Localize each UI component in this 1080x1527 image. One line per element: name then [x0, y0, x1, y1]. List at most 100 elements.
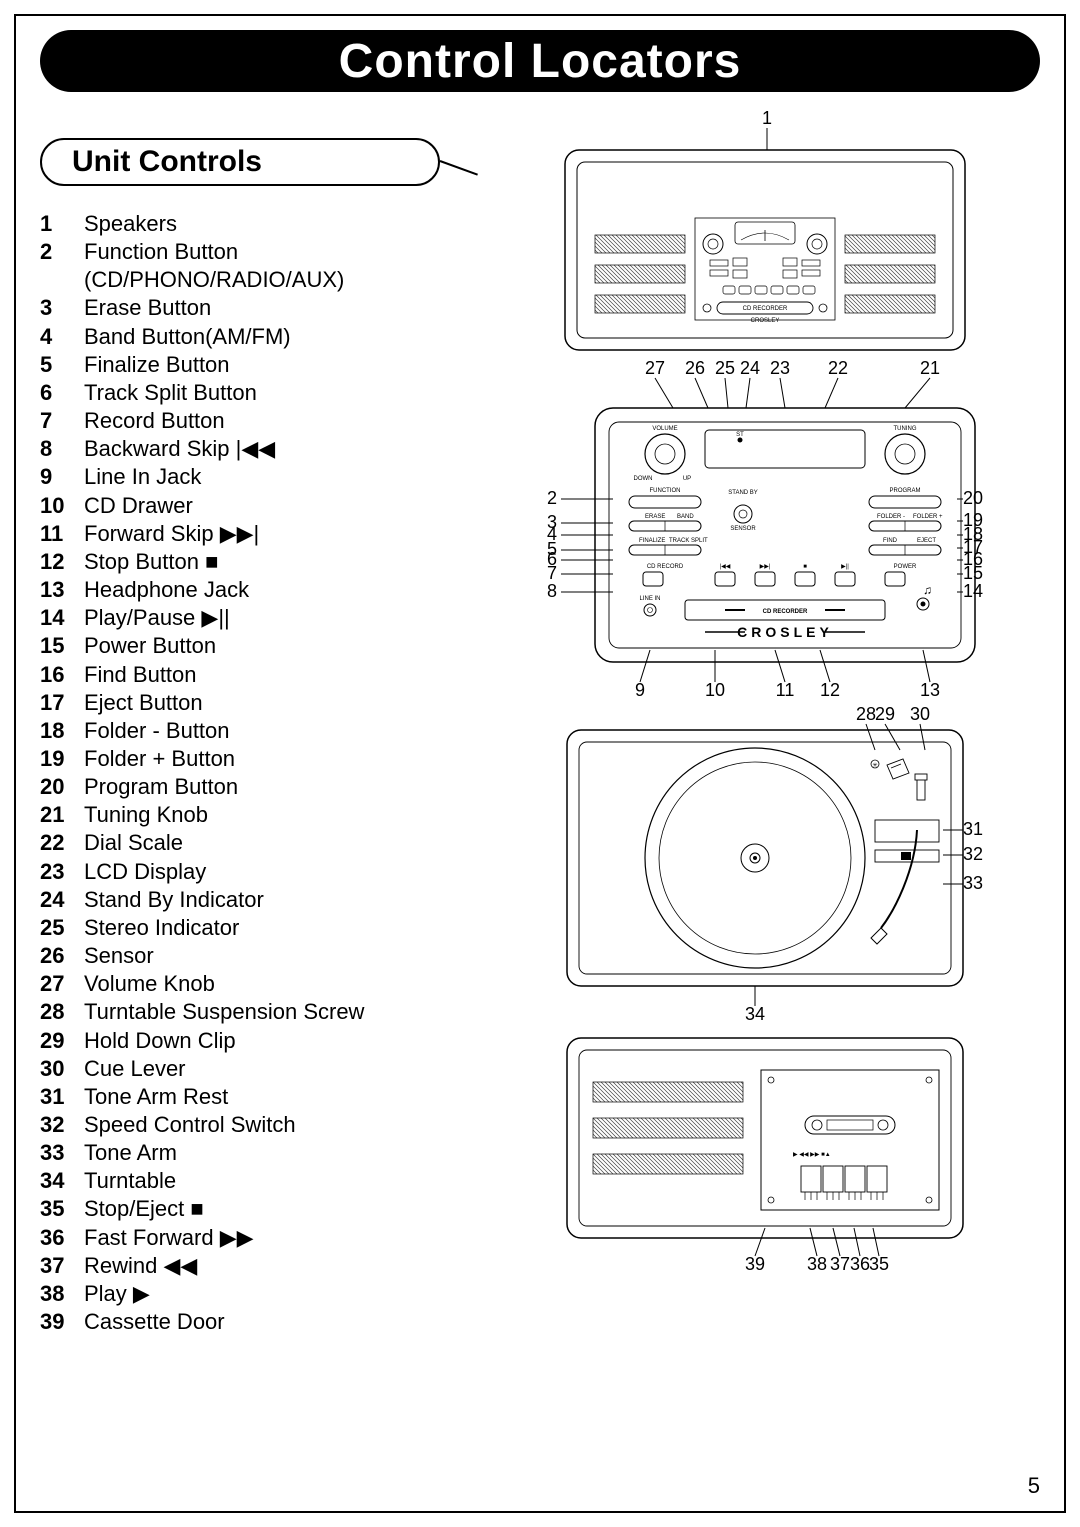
page-number: 5 — [1028, 1473, 1040, 1499]
control-number: 20 — [40, 773, 84, 801]
diagram-cassette: ▶ ◀◀ ▶▶ ■▲ — [567, 1038, 963, 1238]
control-item: 19Folder + Button — [40, 745, 450, 773]
control-number: 27 — [40, 970, 84, 998]
control-label: Eject Button — [84, 689, 450, 717]
diagram-top-unit: 1 — [565, 110, 965, 350]
control-label: Record Button — [84, 407, 450, 435]
control-label: Finalize Button — [84, 351, 450, 379]
control-label: Stop Button ■ — [84, 548, 450, 576]
svg-text:CROSLEY: CROSLEY — [751, 318, 780, 324]
control-item: 20Program Button — [40, 773, 450, 801]
controls-list: 1Speakers2Function Button(CD/PHONO/RADIO… — [40, 210, 450, 1336]
product-diagrams: 1 — [480, 110, 1050, 1290]
control-item: 22Dial Scale — [40, 829, 450, 857]
svg-text:7: 7 — [547, 563, 557, 583]
control-label: Fast Forward ▶▶ — [84, 1224, 450, 1252]
control-number: 24 — [40, 886, 84, 914]
svg-text:DOWN: DOWN — [634, 476, 653, 482]
svg-text:31: 31 — [963, 819, 983, 839]
control-item: 23LCD Display — [40, 858, 450, 886]
control-number: 30 — [40, 1055, 84, 1083]
svg-text:EJECT: EJECT — [917, 538, 936, 544]
svg-text:36: 36 — [850, 1254, 870, 1274]
svg-text:|◀◀: |◀◀ — [720, 564, 731, 570]
control-item: 11Forward Skip ▶▶| — [40, 520, 450, 548]
control-item: 35Stop/Eject ■ — [40, 1195, 450, 1223]
control-number: 4 — [40, 323, 84, 351]
control-label: Folder - Button — [84, 717, 450, 745]
control-label: Stand By Indicator — [84, 886, 450, 914]
control-number: 6 — [40, 379, 84, 407]
svg-text:POWER: POWER — [894, 564, 917, 570]
svg-text:ERASE: ERASE — [645, 514, 665, 520]
control-sublabel: (CD/PHONO/RADIO/AUX) — [84, 266, 450, 294]
svg-text:10: 10 — [705, 680, 725, 700]
control-number: 3 — [40, 294, 84, 322]
control-label: Folder + Button — [84, 745, 450, 773]
control-item: 17Eject Button — [40, 689, 450, 717]
control-label: Tone Arm — [84, 1139, 450, 1167]
control-label: LCD Display — [84, 858, 450, 886]
control-item: 36Fast Forward ▶▶ — [40, 1224, 450, 1252]
control-label: Tone Arm Rest — [84, 1083, 450, 1111]
control-item: 14Play/Pause ▶|| — [40, 604, 450, 632]
diagram-front-panel: ST VOLUME DOWN UP TUNING FUNCTION PROGRA… — [595, 408, 975, 662]
control-number: 11 — [40, 520, 84, 548]
svg-text:FOLDER -: FOLDER - — [877, 514, 905, 520]
svg-text:25: 25 — [715, 358, 735, 378]
svg-text:35: 35 — [869, 1254, 889, 1274]
svg-text:CD RECORDER: CD RECORDER — [743, 306, 788, 312]
control-label: Play/Pause ▶|| — [84, 604, 450, 632]
svg-text:UP: UP — [683, 476, 691, 482]
svg-text:VOLUME: VOLUME — [652, 426, 677, 432]
control-label: Forward Skip ▶▶| — [84, 520, 450, 548]
control-number: 22 — [40, 829, 84, 857]
svg-text:FOLDER +: FOLDER + — [913, 514, 943, 520]
control-item: 7Record Button — [40, 407, 450, 435]
control-item: 28Turntable Suspension Screw — [40, 998, 450, 1026]
svg-text:39: 39 — [745, 1254, 765, 1274]
svg-text:15: 15 — [963, 563, 983, 583]
control-item: 39Cassette Door — [40, 1308, 450, 1336]
control-number: 28 — [40, 998, 84, 1026]
control-item: 37Rewind ◀◀ — [40, 1252, 450, 1280]
control-number: 8 — [40, 435, 84, 463]
control-item: 1Speakers — [40, 210, 450, 238]
control-number: 19 — [40, 745, 84, 773]
section-header-pill: Unit Controls — [40, 138, 440, 186]
control-item: 32Speed Control Switch — [40, 1111, 450, 1139]
control-label: Hold Down Clip — [84, 1027, 450, 1055]
control-label: Cue Lever — [84, 1055, 450, 1083]
svg-text:30: 30 — [910, 704, 930, 724]
svg-text:♫: ♫ — [923, 583, 932, 597]
control-item: 13Headphone Jack — [40, 576, 450, 604]
control-label: Turntable Suspension Screw — [84, 998, 450, 1026]
svg-text:11: 11 — [776, 680, 795, 700]
control-number: 29 — [40, 1027, 84, 1055]
control-label: Speed Control Switch — [84, 1111, 450, 1139]
control-number: 14 — [40, 604, 84, 632]
control-number: 15 — [40, 632, 84, 660]
svg-text:24: 24 — [740, 358, 760, 378]
control-item: 24Stand By Indicator — [40, 886, 450, 914]
svg-text:FINALIZE: FINALIZE — [639, 538, 665, 544]
control-number: 13 — [40, 576, 84, 604]
control-label: Rewind ◀◀ — [84, 1252, 450, 1280]
svg-text:CD RECORD: CD RECORD — [647, 564, 684, 570]
control-item: 15Power Button — [40, 632, 450, 660]
control-label: CD Drawer — [84, 492, 450, 520]
control-label: Dial Scale — [84, 829, 450, 857]
control-item: 10CD Drawer — [40, 492, 450, 520]
control-label: Erase Button — [84, 294, 450, 322]
control-label: Stop/Eject ■ — [84, 1195, 450, 1223]
control-label: Line In Jack — [84, 463, 450, 491]
svg-text:38: 38 — [807, 1254, 827, 1274]
svg-text:9: 9 — [635, 680, 645, 700]
svg-text:28: 28 — [856, 704, 876, 724]
control-label: Sensor — [84, 942, 450, 970]
control-number: 35 — [40, 1195, 84, 1223]
control-number: 9 — [40, 463, 84, 491]
control-item: 25Stereo Indicator — [40, 914, 450, 942]
control-item: 21Tuning Knob — [40, 801, 450, 829]
svg-text:8: 8 — [547, 581, 557, 601]
